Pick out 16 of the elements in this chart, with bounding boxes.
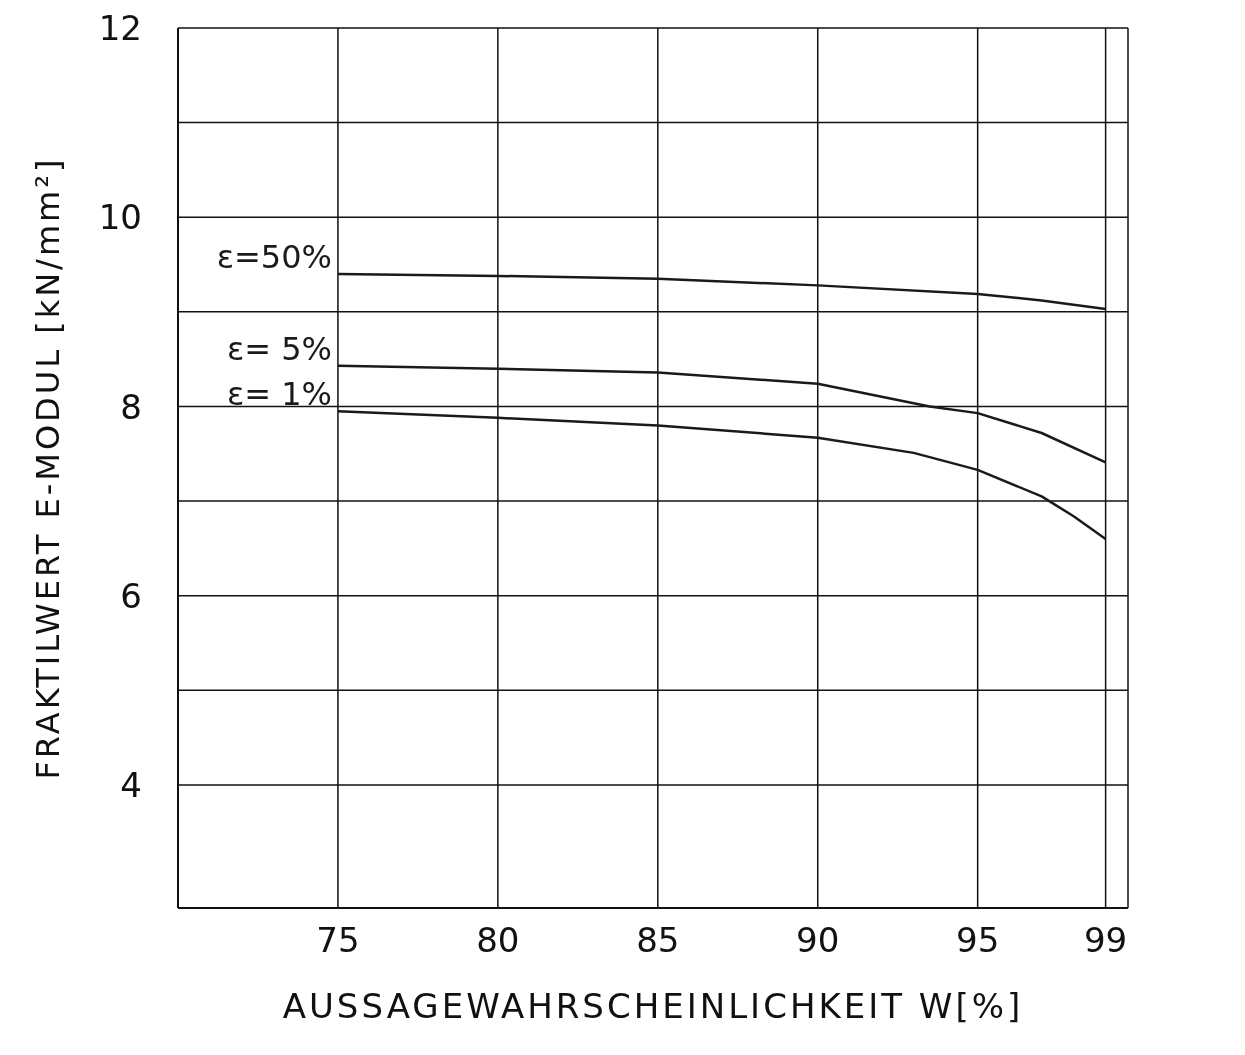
x-tick-label: 95 bbox=[956, 920, 1000, 961]
x-tick-label: 75 bbox=[316, 920, 360, 961]
x-tick-label: 85 bbox=[636, 920, 680, 961]
y-tick-label: 4 bbox=[120, 765, 142, 806]
series-label: ε= 1% bbox=[226, 375, 332, 414]
x-tick-label: 99 bbox=[1083, 920, 1128, 961]
y-axis-title: FRAKTILWERT E-MODUL [kN/mm²] bbox=[29, 156, 68, 780]
y-tick-label: 12 bbox=[98, 8, 142, 49]
x-tick-label: 80 bbox=[476, 920, 520, 961]
y-tick-label: 6 bbox=[120, 575, 142, 616]
series-label: ε=50% bbox=[216, 238, 332, 277]
y-tick-label: 8 bbox=[120, 386, 142, 427]
x-axis-title: AUSSAGEWAHRSCHEINLICHKEIT W[%] bbox=[282, 986, 1024, 1026]
x-tick-label: 90 bbox=[796, 920, 840, 961]
y-tick-label: 10 bbox=[98, 197, 142, 238]
series-label: ε= 5% bbox=[226, 329, 332, 368]
